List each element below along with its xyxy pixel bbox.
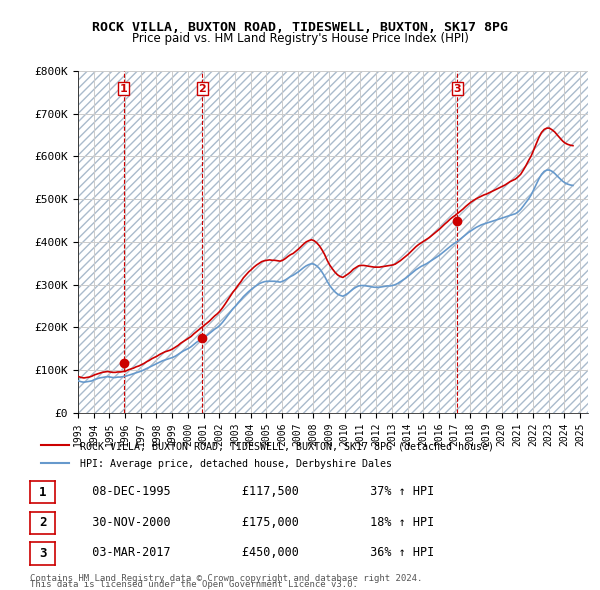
Text: 3: 3	[454, 84, 461, 94]
Text: 2: 2	[198, 84, 206, 94]
Text: 30-NOV-2000          £175,000          18% ↑ HPI: 30-NOV-2000 £175,000 18% ↑ HPI	[78, 516, 434, 529]
Text: 1: 1	[39, 486, 46, 499]
Text: This data is licensed under the Open Government Licence v3.0.: This data is licensed under the Open Gov…	[30, 581, 358, 589]
Text: ROCK VILLA, BUXTON ROAD, TIDESWELL, BUXTON, SK17 8PG (detached house): ROCK VILLA, BUXTON ROAD, TIDESWELL, BUXT…	[80, 441, 494, 451]
Text: 1: 1	[120, 84, 128, 94]
Text: 03-MAR-2017          £450,000          36% ↑ HPI: 03-MAR-2017 £450,000 36% ↑ HPI	[78, 546, 434, 559]
Text: HPI: Average price, detached house, Derbyshire Dales: HPI: Average price, detached house, Derb…	[80, 459, 392, 469]
Text: 2: 2	[39, 516, 46, 529]
Text: Price paid vs. HM Land Registry's House Price Index (HPI): Price paid vs. HM Land Registry's House …	[131, 32, 469, 45]
Text: Contains HM Land Registry data © Crown copyright and database right 2024.: Contains HM Land Registry data © Crown c…	[30, 574, 422, 583]
Text: ROCK VILLA, BUXTON ROAD, TIDESWELL, BUXTON, SK17 8PG: ROCK VILLA, BUXTON ROAD, TIDESWELL, BUXT…	[92, 21, 508, 34]
Text: 3: 3	[39, 547, 46, 560]
Text: 08-DEC-1995          £117,500          37% ↑ HPI: 08-DEC-1995 £117,500 37% ↑ HPI	[78, 485, 434, 498]
